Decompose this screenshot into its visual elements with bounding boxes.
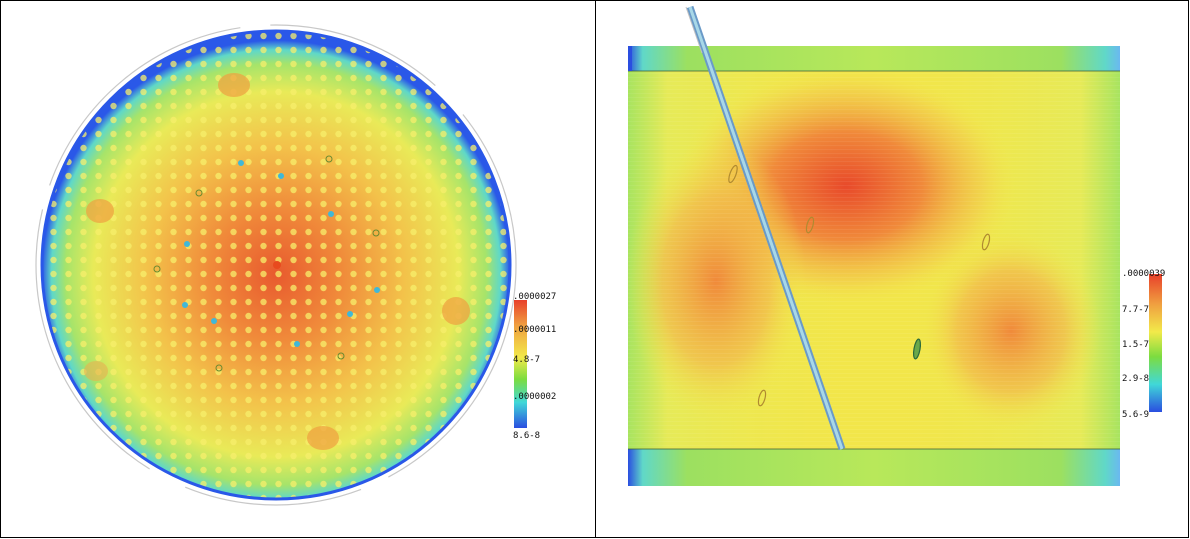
legend-label-3: 4.8-7 [513, 355, 540, 365]
center-marker [273, 261, 281, 269]
legend-label-min: 8.6-8 [513, 431, 540, 441]
rectangular-map-svg: .0000039 7.7-7 1.5-7 2.9-8 5.6-9 [626, 5, 1165, 486]
bottom-band [628, 449, 1120, 486]
legend-label-4: .0000002 [513, 392, 556, 402]
color-legend-bar [1149, 274, 1162, 412]
legend-label-min: 5.6-9 [1122, 410, 1149, 420]
legend-label-2: .0000011 [513, 325, 556, 335]
legend-label-max: .0000039 [1122, 269, 1165, 279]
legend-label-max: .0000027 [513, 292, 556, 302]
right-panel: .0000039 7.7-7 1.5-7 2.9-8 5.6-9 [595, 0, 1189, 538]
legend-label-2: 7.7-7 [1122, 305, 1149, 315]
left-panel: .0000027 .0000011 4.8-7 .0000002 8.6-8 [0, 0, 596, 538]
legend-label-3: 1.5-7 [1122, 340, 1149, 350]
circular-map-svg: .0000027 .0000011 4.8-7 .0000002 8.6-8 [35, 24, 556, 506]
color-legend-bar [514, 300, 527, 428]
outer-ring [35, 24, 517, 506]
legend-label-4: 2.9-8 [1122, 374, 1149, 384]
